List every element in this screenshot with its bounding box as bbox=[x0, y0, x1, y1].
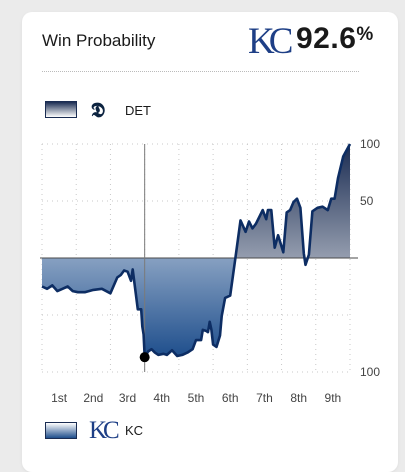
royals-kc-logo-icon-small: KC bbox=[89, 417, 120, 444]
royals-kc-logo-icon: KC bbox=[248, 21, 293, 62]
x-tick-label: 1st bbox=[51, 391, 68, 405]
legend-swatch-kc bbox=[45, 422, 77, 439]
percent-sign: % bbox=[356, 24, 374, 45]
x-tick-label: 4th bbox=[153, 391, 170, 405]
y-tick-label: 50 bbox=[360, 194, 374, 208]
y-tick-label: 100 bbox=[360, 137, 380, 151]
win-probability-number: 92.6 bbox=[296, 22, 357, 55]
x-tick-label: 3rd bbox=[119, 391, 136, 405]
legend-label-kc: KC bbox=[125, 423, 144, 438]
highlight-point bbox=[139, 352, 150, 363]
x-tick-label: 5th bbox=[188, 391, 205, 405]
x-tick-label: 6th bbox=[222, 391, 239, 405]
x-tick-label: 8th bbox=[290, 391, 307, 405]
win-probability-line bbox=[41, 143, 352, 359]
kc-area bbox=[42, 258, 350, 358]
win-probability-value: 92.6% bbox=[296, 22, 374, 56]
x-tick-label: 2nd bbox=[83, 391, 103, 405]
win-probability-chart: 1st 2nd 3rd 4th 5th 6th 7th 8th 9th 100 50 100 bbox=[40, 137, 380, 405]
x-tick-label: 9th bbox=[325, 391, 342, 405]
y-tick-label: 100 bbox=[360, 365, 380, 379]
tigers-d-logo-icon: 𝕯 bbox=[91, 98, 105, 122]
chart-ticks: 1st 2nd 3rd 4th 5th 6th 7th 8th 9th 100 50 100 bbox=[51, 137, 380, 405]
header-divider bbox=[42, 71, 359, 72]
legend-swatch-det bbox=[45, 101, 77, 118]
page-title: Win Probability bbox=[42, 31, 156, 50]
x-tick-label: 7th bbox=[256, 391, 273, 405]
legend-label-det: DET bbox=[125, 103, 151, 118]
